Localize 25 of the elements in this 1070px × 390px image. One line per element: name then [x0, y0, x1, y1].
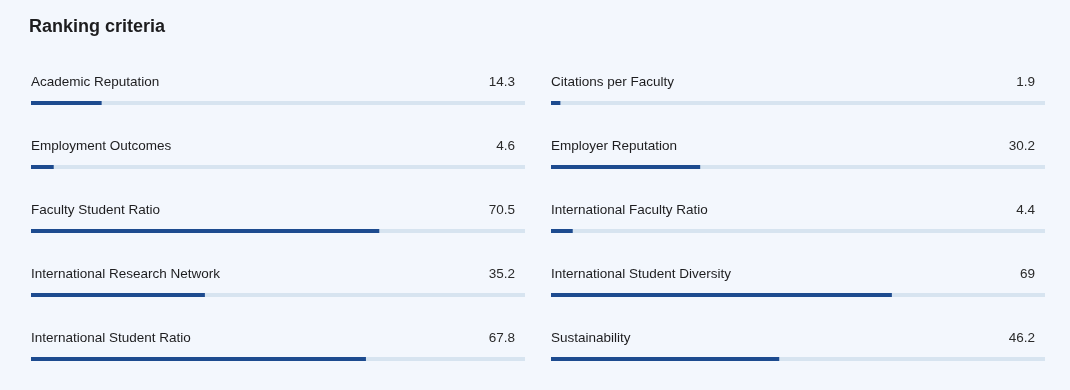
bar: [31, 165, 54, 169]
data-label: 35.2: [488, 266, 515, 281]
data-label: 30.2: [1008, 138, 1035, 153]
data-label: 1.9: [1016, 74, 1035, 89]
data-label: 4.4: [1016, 202, 1036, 217]
category-label: Citations per Faculty: [551, 74, 675, 89]
category-label: International Student Ratio: [31, 330, 191, 345]
data-label: 69: [1019, 266, 1035, 281]
category-label: Sustainability: [551, 330, 631, 345]
data-label: 4.6: [496, 138, 515, 153]
bar: [31, 101, 102, 105]
category-label: Faculty Student Ratio: [31, 202, 161, 217]
bar: [551, 101, 561, 105]
category-label: International Student Diversity: [551, 266, 732, 281]
category-label: Employer Reputation: [551, 138, 678, 153]
data-label: 67.8: [488, 330, 515, 345]
data-label: 46.2: [1008, 330, 1035, 345]
category-label: International Faculty Ratio: [551, 202, 708, 217]
data-label: 14.3: [488, 74, 515, 89]
data-label: 70.5: [488, 202, 515, 217]
text: Ranking criteria: [29, 16, 167, 36]
category-label: International Research Network: [31, 266, 221, 281]
bar: [551, 229, 573, 233]
category-label: Employment Outcomes: [31, 138, 172, 153]
category-label: Academic Reputation: [31, 74, 160, 89]
